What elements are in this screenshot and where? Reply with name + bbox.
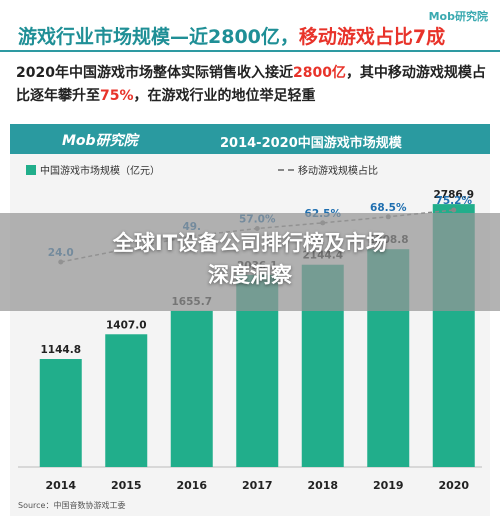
bar-2016: [170, 310, 213, 467]
chart-panel: Mob研究院 2014-2020中国游戏市场规模 中国游戏市场规模（亿元） 移动…: [10, 124, 490, 516]
header-divider: [0, 50, 500, 52]
share-point-2020: [451, 207, 457, 213]
brand-logo: Mob研究院: [429, 8, 488, 24]
overlay-title-line-2: 深度洞察: [208, 263, 292, 287]
x-tick-label-2014: 2014: [45, 479, 76, 492]
intro-paragraph: 2020年中国游戏市场整体实际销售收入接近2800亿，其中移动游戏规模占比逐年攀…: [16, 62, 486, 108]
bar-2015: [105, 334, 148, 467]
panel-brand-logo: Mob研究院: [62, 133, 138, 149]
legend-line-swatch: [278, 168, 294, 171]
legend-bar-series: 中国游戏市场规模（亿元）: [26, 162, 160, 177]
bar-value-label-2015: 1407.0: [106, 319, 147, 331]
x-tick-label-2017: 2017: [242, 479, 273, 492]
overlay-title-line-1: 全球IT设备公司排行榜及市场: [112, 231, 388, 255]
bar-value-label-2020: 2786.9: [433, 189, 474, 201]
title-overlay: [0, 213, 500, 311]
headline-part-1: 游戏行业市场规模—近2800亿，: [18, 26, 299, 48]
x-tick-label-2016: 2016: [176, 479, 207, 492]
page-headline: 游戏行业市场规模—近2800亿，移动游戏占比7成: [18, 22, 445, 49]
para-highlight-1: 2800亿: [292, 65, 346, 81]
legend-bar-swatch: [26, 164, 36, 175]
x-tick-label-2015: 2015: [111, 479, 142, 492]
para-text-2: ，其中移动游戏规模占比逐年攀升至: [16, 65, 486, 104]
share-label-2019: 68.5%: [370, 202, 407, 214]
para-text-1: 2020年中国游戏市场整体实际销售收入接近: [16, 65, 293, 81]
bar-2014: [39, 359, 82, 467]
chart-title-band: Mob研究院 2014-2020中国游戏市场规模: [10, 124, 490, 154]
brand-logo-text: Mob研究院: [428, 10, 488, 23]
x-tick-label-2018: 2018: [307, 479, 338, 492]
share-label-2020: 75.2%: [436, 195, 473, 207]
x-tick-label-2020: 2020: [438, 479, 469, 492]
x-tick-label-2019: 2019: [373, 479, 404, 492]
legend-line-label: 移动游戏规模占比: [298, 166, 378, 177]
headline-part-2: 移动游戏占比7成: [298, 26, 446, 48]
legend-bar-label: 中国游戏市场规模（亿元）: [40, 166, 160, 177]
source-note: Source：中国音数协游戏工委: [18, 501, 126, 510]
para-highlight-2: 75%: [100, 88, 134, 104]
legend-line-series: 移动游戏规模占比: [278, 162, 378, 177]
chart-title: 2014-2020中国游戏市场规模: [220, 136, 402, 151]
chart-svg: 1144.820141407.020151655.720162036.12017…: [18, 189, 482, 492]
overlay-title: 全球IT设备公司排行榜及市场 深度洞察: [0, 227, 500, 291]
bar-value-label-2014: 1144.8: [40, 344, 81, 356]
para-text-3: ，在游戏行业的地位举足轻重: [133, 88, 316, 104]
